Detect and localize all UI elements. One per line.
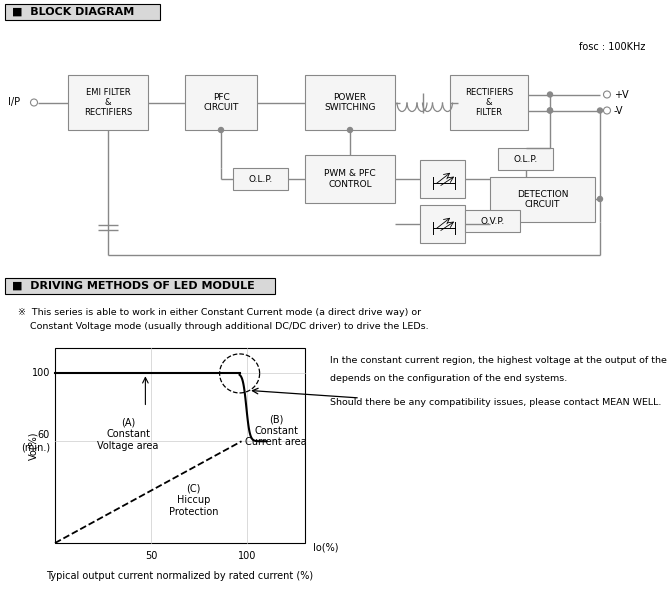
Text: I/P: I/P	[8, 98, 20, 107]
Text: O.V.P.: O.V.P.	[480, 217, 505, 225]
Text: O.L.P.: O.L.P.	[249, 174, 273, 184]
Circle shape	[547, 108, 553, 113]
Text: Constant Voltage mode (usually through additional DC/DC driver) to drive the LED: Constant Voltage mode (usually through a…	[18, 322, 429, 331]
Bar	[5, 278, 275, 294]
Text: DETECTION
CIRCUIT: DETECTION CIRCUIT	[517, 190, 568, 209]
Text: Io(%): Io(%)	[313, 543, 338, 553]
Text: depends on the configuration of the end systems.: depends on the configuration of the end …	[330, 374, 567, 383]
Circle shape	[348, 128, 352, 133]
Circle shape	[598, 196, 602, 201]
Text: Typical output current normalized by rated current (%): Typical output current normalized by rat…	[46, 571, 314, 581]
Text: O.L.P.: O.L.P.	[513, 155, 537, 163]
Bar	[55, 348, 305, 543]
Text: ■  BLOCK DIAGRAM: ■ BLOCK DIAGRAM	[12, 7, 134, 17]
Text: 100: 100	[238, 551, 257, 561]
Text: 50: 50	[145, 551, 157, 561]
Text: -V: -V	[614, 106, 624, 115]
Circle shape	[218, 128, 224, 133]
Bar	[490, 177, 595, 222]
Bar	[5, 4, 160, 20]
Text: (B)
Constant
Current area: (B) Constant Current area	[245, 414, 307, 448]
Bar	[185, 75, 257, 130]
Circle shape	[547, 108, 553, 113]
Bar	[305, 75, 395, 130]
Text: (A)
Constant
Voltage area: (A) Constant Voltage area	[97, 418, 159, 451]
Bar	[233, 168, 288, 190]
Text: +V: +V	[614, 90, 628, 99]
Text: ■  DRIVING METHODS OF LED MODULE: ■ DRIVING METHODS OF LED MODULE	[12, 281, 255, 291]
Bar	[465, 210, 520, 232]
Text: In the constant current region, the highest voltage at the output of the driver: In the constant current region, the high…	[330, 356, 670, 365]
Text: PFC
CIRCUIT: PFC CIRCUIT	[203, 93, 239, 112]
Text: PWM & PFC
CONTROL: PWM & PFC CONTROL	[324, 169, 376, 188]
Bar	[68, 75, 148, 130]
Bar	[450, 75, 528, 130]
Text: Should there be any compatibility issues, please contact MEAN WELL.: Should there be any compatibility issues…	[330, 398, 661, 407]
Bar	[420, 205, 465, 243]
Text: Vo(%): Vo(%)	[28, 431, 38, 460]
Text: (C)
Hiccup
Protection: (C) Hiccup Protection	[169, 484, 218, 517]
Text: 60
(min.): 60 (min.)	[21, 430, 50, 452]
Bar	[498, 148, 553, 170]
Bar	[305, 155, 395, 203]
Text: RECTIFIERS
&
FILTER: RECTIFIERS & FILTER	[465, 88, 513, 117]
Text: EMI FILTER
&
RECTIFIERS: EMI FILTER & RECTIFIERS	[84, 88, 132, 117]
Circle shape	[547, 92, 553, 97]
Circle shape	[598, 108, 602, 113]
Text: ※  This series is able to work in either Constant Current mode (a direct drive w: ※ This series is able to work in either …	[18, 308, 421, 317]
Text: POWER
SWITCHING: POWER SWITCHING	[324, 93, 376, 112]
Text: fosc : 100KHz: fosc : 100KHz	[579, 42, 645, 52]
Bar	[420, 160, 465, 198]
Text: 100: 100	[31, 368, 50, 378]
